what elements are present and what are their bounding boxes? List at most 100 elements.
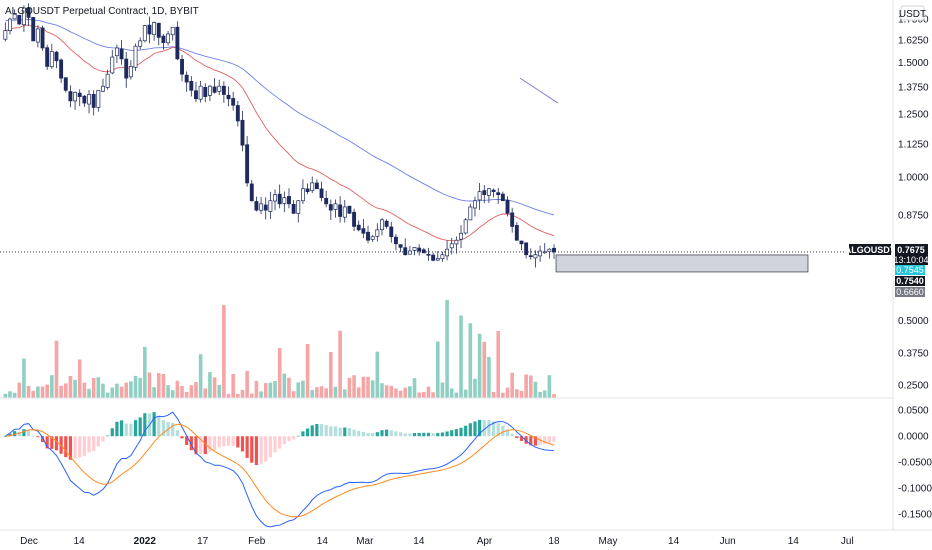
macd-tick-label: -0.1000 xyxy=(898,484,932,495)
candle xyxy=(268,191,273,219)
macd-histogram-bar xyxy=(189,436,193,451)
candle xyxy=(77,89,82,107)
candle-body xyxy=(533,254,538,259)
volume-bar xyxy=(352,375,356,398)
candle xyxy=(147,16,152,44)
candle-body xyxy=(314,182,319,190)
volume-bar xyxy=(375,351,380,398)
price-tick-label: 1.5000 xyxy=(898,58,929,69)
macd-histogram-bar xyxy=(180,436,184,439)
macd-histogram-bar xyxy=(292,436,296,440)
candle-body xyxy=(91,93,96,108)
signal-line xyxy=(5,423,555,518)
candle xyxy=(184,71,189,92)
time-tick-label: May xyxy=(599,536,618,547)
macd-histogram-bar xyxy=(287,436,291,442)
candle-body xyxy=(21,7,26,26)
candle-body xyxy=(366,231,370,241)
macd-histogram-bar xyxy=(464,425,468,437)
volume-bar xyxy=(138,377,142,398)
macd-histogram-bar xyxy=(319,424,324,437)
candle xyxy=(449,237,454,255)
volume-bar xyxy=(463,389,468,398)
volume-bar xyxy=(338,330,342,398)
volume-bar xyxy=(426,386,431,398)
candle xyxy=(287,188,291,209)
volume-bar xyxy=(305,343,310,398)
candle xyxy=(435,251,440,261)
volume-bar xyxy=(454,392,459,398)
volume-bar xyxy=(389,385,394,398)
candle-body xyxy=(110,56,115,74)
volume-bar xyxy=(319,386,324,398)
candle-body xyxy=(40,27,45,49)
macd-histogram-bar xyxy=(22,429,26,437)
volume-bar xyxy=(487,356,491,398)
candle-body xyxy=(49,51,54,68)
volume-bar xyxy=(287,377,291,398)
candle xyxy=(235,101,240,127)
macd-histogram-bar xyxy=(245,436,249,458)
macd-histogram-bar xyxy=(343,427,347,437)
candle xyxy=(375,223,380,242)
macd-histogram-bar xyxy=(208,436,212,452)
symbol-label: ALGOUSDT xyxy=(845,245,896,255)
volume-bar xyxy=(547,375,552,398)
candle-body xyxy=(254,201,259,211)
candle-body xyxy=(361,228,366,234)
volume-bar xyxy=(496,330,501,398)
candle xyxy=(203,83,208,103)
candle xyxy=(96,89,101,112)
candle-body xyxy=(8,18,12,31)
time-tick-label: 14 xyxy=(413,536,425,547)
candle xyxy=(431,252,436,262)
macd-histogram-bar xyxy=(375,432,379,437)
macd-histogram-bar xyxy=(222,436,226,447)
volume-bar xyxy=(87,388,91,398)
candle-body xyxy=(180,59,184,75)
volume-bar xyxy=(501,392,505,398)
candle-body xyxy=(68,91,73,102)
macd-histogram-bar xyxy=(203,436,207,455)
candle-body xyxy=(273,194,277,202)
candle xyxy=(59,58,64,84)
candle-body xyxy=(328,204,333,211)
ema-fast-badge: 0.7545 xyxy=(895,265,925,275)
candle xyxy=(380,218,384,236)
candle-body xyxy=(175,26,180,60)
macd-histogram-bar xyxy=(133,420,138,437)
candle-body xyxy=(152,21,157,35)
volume-bar xyxy=(50,375,54,398)
candle xyxy=(249,179,254,202)
macd-histogram-bar xyxy=(273,436,277,453)
macd-histogram-bar xyxy=(482,420,486,437)
macd-histogram-bar xyxy=(468,423,472,437)
macd-histogram-bar xyxy=(26,429,31,437)
volume-bar xyxy=(208,372,212,398)
volume-bar xyxy=(366,376,370,398)
currency-button[interactable]: USDT xyxy=(899,5,926,21)
candle xyxy=(417,244,422,256)
time-tick-label: 17 xyxy=(197,536,209,547)
macd-histogram-bar xyxy=(398,432,403,437)
candle-body xyxy=(128,66,133,78)
candle xyxy=(68,85,73,108)
macd-histogram-bar xyxy=(171,422,175,437)
candle xyxy=(496,187,501,204)
candle xyxy=(31,16,36,42)
time-tick-label: 2022 xyxy=(134,536,157,547)
macd-histogram-bar xyxy=(236,436,240,448)
zone-low-badge: 0.6660 xyxy=(895,287,925,297)
macd-histogram-bar xyxy=(231,436,235,446)
macd-histogram-bar xyxy=(347,427,352,437)
currency-label: USDT xyxy=(899,9,926,20)
macd-histogram-bar xyxy=(315,423,319,437)
candle-body xyxy=(403,247,408,256)
time-tick-label: 14 xyxy=(317,536,329,547)
volume-bar xyxy=(31,390,36,398)
macd-tick-label: -0.0500 xyxy=(898,458,932,469)
volume-bar xyxy=(231,373,235,398)
candle-body xyxy=(347,205,352,214)
volume-bar xyxy=(347,377,352,398)
